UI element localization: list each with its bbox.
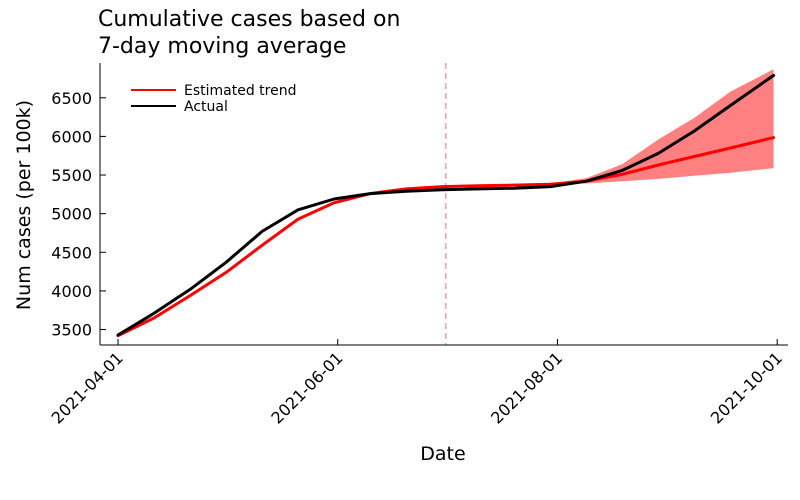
x-tick-label: 2021-04-01	[48, 348, 127, 427]
y-tick-label: 3500	[51, 321, 92, 340]
y-tick-label: 6000	[51, 127, 92, 146]
legend: Estimated trend Actual	[131, 83, 297, 115]
series-line-actual	[116, 73, 776, 337]
x-axis-label: Date	[420, 443, 465, 465]
axes-layer	[99, 63, 788, 346]
confidence-band-layer	[550, 69, 774, 184]
confidence-band-estimated-trend	[550, 69, 774, 184]
y-tick-label: 5500	[51, 166, 92, 185]
x-tick-label: 2021-10-01	[707, 348, 786, 427]
series-layer	[116, 73, 776, 338]
y-axis-label: Num cases (per 100k)	[13, 100, 35, 310]
legend-label-actual: Actual	[184, 99, 228, 115]
y-tick-label: 4000	[51, 282, 92, 301]
y-tick-label: 5000	[51, 205, 92, 224]
chart-title-line-1: Cumulative cases based on	[98, 7, 400, 32]
chart-title-line-2: 7-day moving average	[98, 34, 346, 59]
y-tick-label: 4500	[51, 243, 92, 262]
legend-label-estimated-trend: Estimated trend	[184, 83, 297, 99]
x-tick-label: 2021-06-01	[267, 348, 346, 427]
x-tick-label: 2021-08-01	[487, 348, 566, 427]
y-tick-label: 6500	[51, 89, 92, 108]
series-line-estimated-trend	[116, 136, 776, 338]
